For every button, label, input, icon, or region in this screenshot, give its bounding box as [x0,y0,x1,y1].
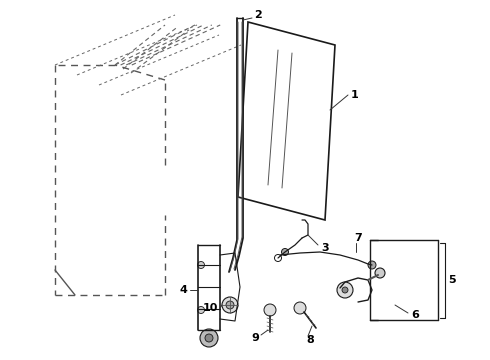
Text: 2: 2 [254,10,262,20]
Circle shape [342,287,348,293]
Circle shape [368,261,376,269]
Circle shape [205,334,213,342]
Circle shape [375,268,385,278]
Circle shape [294,302,306,314]
Text: 1: 1 [351,90,359,100]
Circle shape [222,297,238,313]
Text: 8: 8 [306,335,314,345]
Circle shape [281,248,289,256]
Circle shape [200,329,218,347]
Text: 5: 5 [448,275,456,285]
Text: 10: 10 [202,303,218,313]
Text: 4: 4 [179,285,187,295]
Circle shape [197,261,204,269]
Text: 7: 7 [354,233,362,243]
Circle shape [264,304,276,316]
Text: 6: 6 [411,310,419,320]
Circle shape [197,306,204,314]
Circle shape [226,301,234,309]
Circle shape [337,282,353,298]
Text: 9: 9 [251,333,259,343]
Text: 3: 3 [321,243,329,253]
